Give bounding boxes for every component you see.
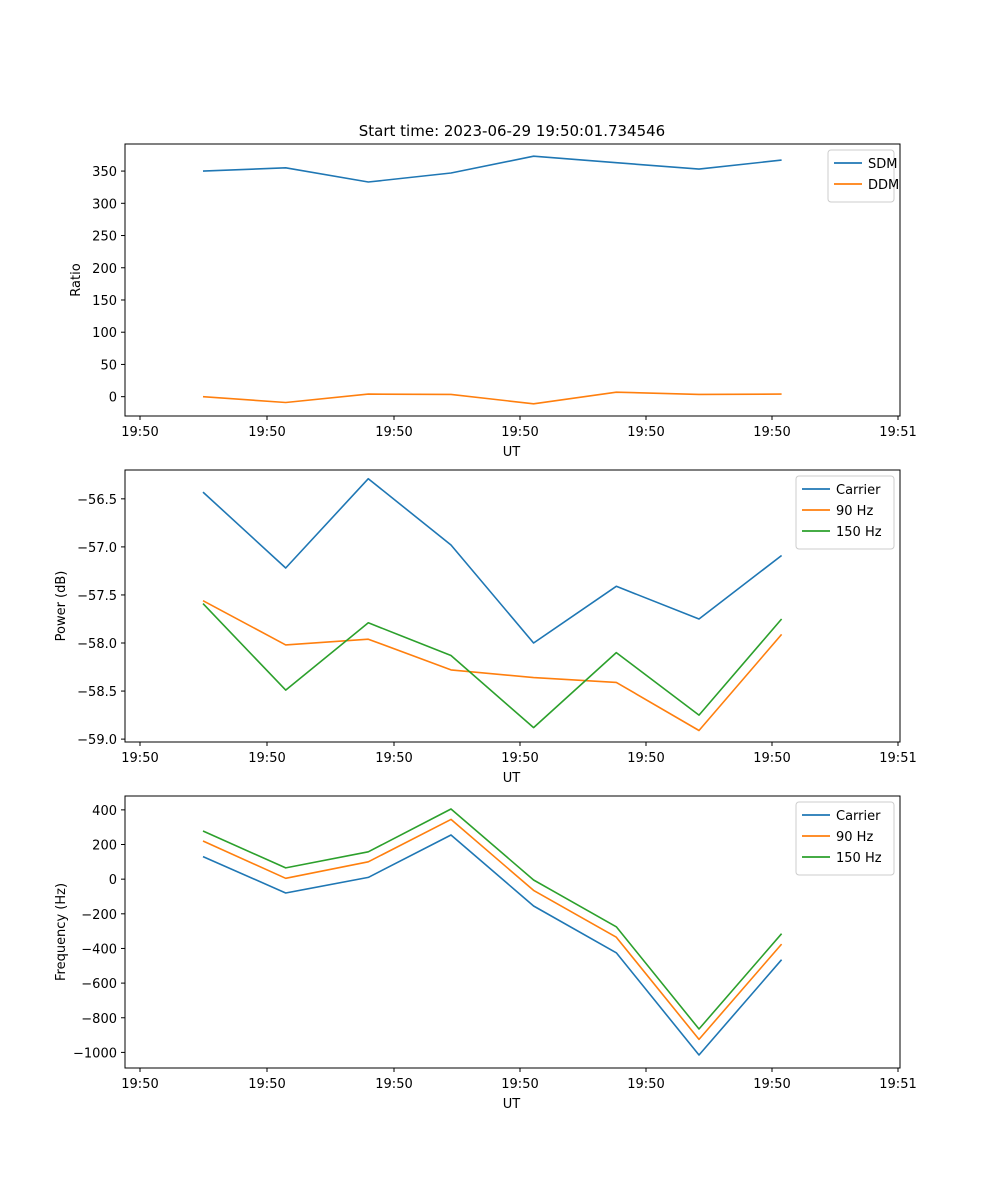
x-tick-label: 19:50 <box>501 751 538 766</box>
x-tick-label: 19:50 <box>501 425 538 440</box>
y-tick-label: 0 <box>109 391 117 406</box>
x-tick-label: 19:51 <box>879 425 916 440</box>
axes-frame <box>124 795 901 1069</box>
x-tick-label: 19:50 <box>248 751 285 766</box>
x-tick-label: 19:50 <box>501 1077 538 1092</box>
y-tick-label: 200 <box>92 262 117 277</box>
panel-2: −59.0 −58.5 −58.0 −57.5 −57.0 −56.5 19:50 19:50… <box>54 469 917 786</box>
x-tick-label: 19:50 <box>121 1077 158 1092</box>
y-axis-label: Frequency (Hz) <box>54 883 69 981</box>
legend-label: 150 Hz <box>836 851 882 866</box>
series-line-ddm <box>202 391 782 405</box>
y-tick-label: −1000 <box>73 1046 117 1061</box>
y-axis-label: Power (dB) <box>54 571 69 642</box>
series-line-carrier <box>202 834 783 1056</box>
series-line-90-hz <box>202 599 783 732</box>
y-axis-label: Ratio <box>69 263 84 296</box>
y-tick-label: −59.0 <box>77 733 117 748</box>
x-tick-label: 19:50 <box>753 425 790 440</box>
y-tick-label: 250 <box>92 230 117 245</box>
legend-label: 90 Hz <box>836 830 873 845</box>
y-tick-label: 350 <box>92 165 117 180</box>
legend-label: 90 Hz <box>836 504 873 519</box>
y-tick-label: −600 <box>81 977 117 992</box>
panels: 0 50 100 150 200 250 300 350 19:50 19:50 19:50 19:5… <box>54 143 917 1112</box>
x-tick-label: 19:50 <box>121 425 158 440</box>
x-axis-label: UT <box>503 771 521 786</box>
y-tick-label: 400 <box>92 804 117 819</box>
x-tick-label: 19:51 <box>879 1077 916 1092</box>
y-tick-label: −57.5 <box>77 589 117 604</box>
legend-label: SDM <box>868 157 897 172</box>
series-line-sdm <box>202 155 782 183</box>
y-tick-label: 100 <box>92 326 117 341</box>
panel-3: −1000 −800 −600 −400 −200 0 200 400 19:50 19:50 19… <box>54 795 917 1112</box>
x-tick-label: 19:50 <box>121 751 158 766</box>
y-tick-label: −57.0 <box>77 541 117 556</box>
x-tick-label: 19:50 <box>627 425 664 440</box>
x-tick-label: 19:50 <box>375 1077 412 1092</box>
y-tick-label: 300 <box>92 197 117 212</box>
series-line-90-hz <box>202 818 783 1041</box>
axes-frame <box>124 469 901 743</box>
x-tick-label: 19:50 <box>248 425 285 440</box>
x-tick-label: 19:51 <box>879 751 916 766</box>
series-line-carrier <box>202 477 783 644</box>
x-tick-label: 19:50 <box>375 751 412 766</box>
legend: SDM DDM <box>827 149 899 203</box>
y-tick-label: −400 <box>81 942 117 957</box>
chart-title: Start time: 2023-06-29 19:50:01.734546 <box>359 122 665 140</box>
legend-label: DDM <box>868 178 899 193</box>
legend-label: Carrier <box>836 809 881 824</box>
panel-1: 0 50 100 150 200 250 300 350 19:50 19:50 19:50 19:5… <box>69 143 917 460</box>
axes-frame <box>124 143 901 417</box>
x-axis-label: UT <box>503 1097 521 1112</box>
y-tick-label: −200 <box>81 908 117 923</box>
y-tick-label: −58.5 <box>77 685 117 700</box>
y-tick-label: −58.0 <box>77 637 117 652</box>
x-tick-label: 19:50 <box>627 751 664 766</box>
y-tick-label: −800 <box>81 1012 117 1027</box>
legend: Carrier 90 Hz 150 Hz <box>795 801 895 876</box>
legend-label: Carrier <box>836 483 881 498</box>
legend: Carrier 90 Hz 150 Hz <box>795 475 895 550</box>
y-tick-label: 200 <box>92 839 117 854</box>
y-tick-label: −56.5 <box>77 493 117 508</box>
x-tick-label: 19:50 <box>375 425 412 440</box>
x-tick-label: 19:50 <box>627 1077 664 1092</box>
y-tick-label: 0 <box>109 873 117 888</box>
y-tick-label: 50 <box>100 358 117 373</box>
series-line-150-hz <box>202 603 783 729</box>
y-tick-label: 150 <box>92 294 117 309</box>
legend-label: 150 Hz <box>836 525 882 540</box>
x-tick-label: 19:50 <box>248 1077 285 1092</box>
x-tick-label: 19:50 <box>753 751 790 766</box>
x-tick-label: 19:50 <box>753 1077 790 1092</box>
series-line-150-hz <box>202 808 783 1030</box>
x-axis-label: UT <box>503 445 521 460</box>
